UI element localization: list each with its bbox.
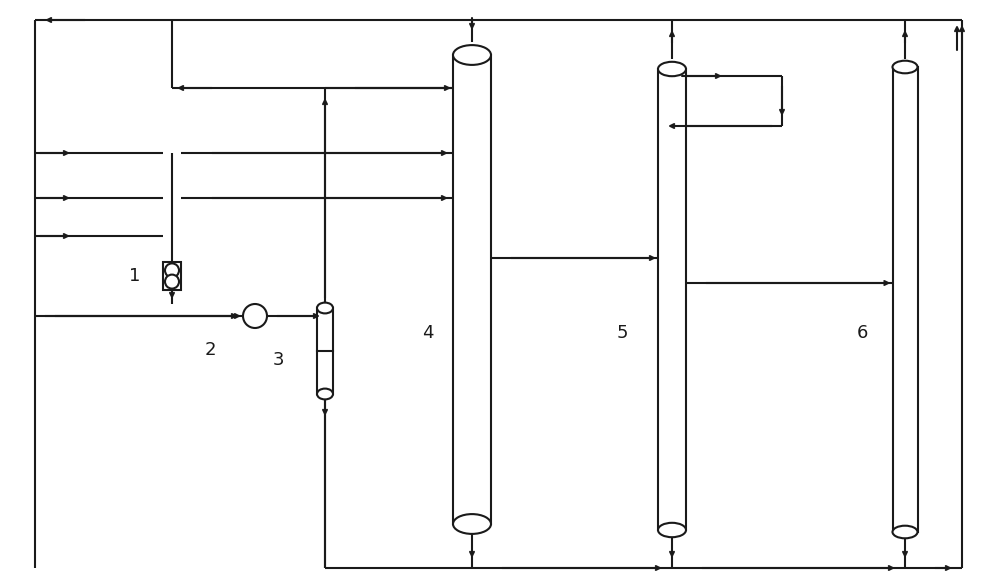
Ellipse shape [453,45,491,65]
Bar [317,308,333,394]
Circle shape [165,275,179,289]
Ellipse shape [893,526,918,538]
Ellipse shape [658,523,686,537]
Bar [453,55,491,524]
Text: 5: 5 [616,324,628,342]
Text: 3: 3 [272,351,284,369]
Text: 6: 6 [856,324,868,342]
Bar [658,69,686,530]
Ellipse shape [317,303,333,313]
Ellipse shape [453,514,491,534]
Ellipse shape [317,389,333,399]
Text: 4: 4 [422,324,434,342]
Circle shape [243,304,267,328]
Circle shape [165,263,179,278]
Bar [163,262,181,290]
Text: 1: 1 [129,267,141,285]
Text: 2: 2 [204,341,216,359]
Bar [893,67,918,532]
Ellipse shape [893,61,918,74]
Ellipse shape [658,62,686,76]
